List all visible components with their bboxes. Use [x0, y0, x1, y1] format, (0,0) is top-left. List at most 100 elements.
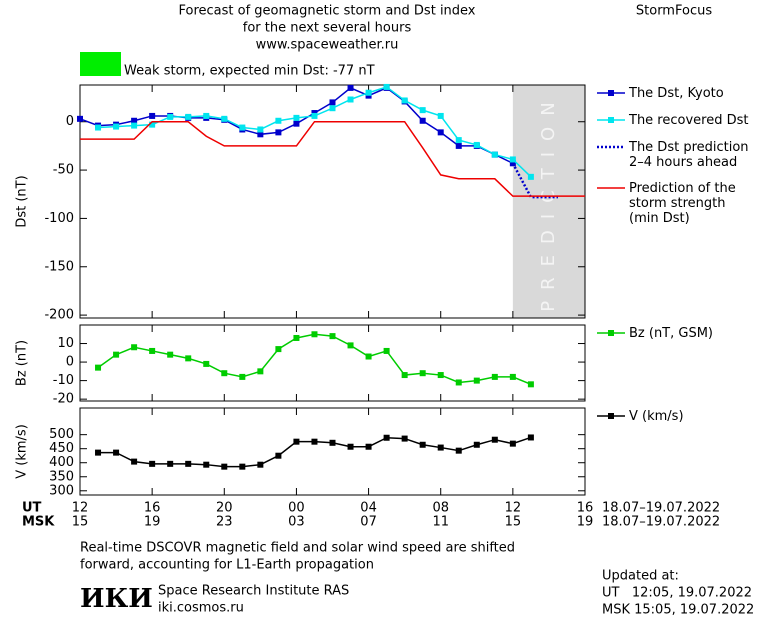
- data-point: [149, 347, 156, 354]
- data-point: [437, 129, 444, 136]
- data-point: [167, 113, 174, 120]
- y-tick-label: -100: [44, 211, 74, 226]
- prediction-region: [512, 85, 585, 318]
- status-box: [80, 52, 121, 76]
- data-point: [455, 379, 462, 386]
- legend-label: V (km/s): [629, 409, 684, 424]
- data-point: [527, 434, 534, 441]
- legend-marker: [608, 330, 614, 336]
- data-point: [419, 117, 426, 124]
- data-point: [437, 444, 444, 451]
- data-point: [257, 131, 264, 138]
- date-range: 18.07–19.07.2022: [602, 515, 720, 530]
- data-point: [401, 97, 408, 104]
- x2-tick-label: 07: [360, 515, 377, 530]
- data-point: [509, 373, 516, 380]
- data-point: [275, 117, 282, 124]
- data-point: [509, 440, 516, 447]
- x2-tick-label: 19: [144, 515, 161, 530]
- data-point: [221, 115, 228, 122]
- legend-marker: [608, 413, 614, 419]
- data-point: [77, 115, 83, 122]
- x2-tick-label: 11: [432, 515, 449, 530]
- updated-msk: MSK 15:05, 19.07.2022: [602, 603, 754, 618]
- data-point: [167, 351, 174, 358]
- data-point: [437, 112, 444, 119]
- data-point: [203, 461, 210, 468]
- y-tick-label: -10: [53, 373, 74, 388]
- y-tick-label: 0: [66, 355, 74, 370]
- data-point: [329, 439, 336, 446]
- series-line: [97, 333, 532, 386]
- data-point: [455, 137, 462, 144]
- prediction-label: PREDICTION: [538, 91, 559, 311]
- legend-marker: [608, 117, 614, 123]
- data-point: [185, 460, 192, 467]
- data-point: [419, 370, 426, 377]
- data-point: [347, 84, 354, 91]
- x-tick-label: 04: [360, 501, 377, 516]
- data-point: [347, 342, 354, 349]
- data-point: [437, 372, 444, 379]
- series-line: [97, 86, 532, 178]
- y-tick-label: 10: [57, 336, 74, 351]
- legend-label: The Dst, Kyoto: [628, 86, 724, 101]
- data-point: [419, 107, 426, 114]
- note: Real-time DSCOVR magnetic field and sola…: [80, 541, 515, 556]
- status-text: Weak storm, expected min Dst: -77 nT: [124, 64, 375, 79]
- x-tick-label: 16: [577, 501, 594, 516]
- data-point: [203, 360, 210, 367]
- logo: ИКИ: [80, 584, 153, 614]
- data-point: [95, 364, 102, 371]
- data-point: [473, 377, 480, 384]
- data-point: [329, 99, 336, 106]
- data-point: [275, 452, 282, 459]
- data-point: [491, 151, 498, 158]
- data-point: [527, 173, 534, 180]
- x-axis-label: UT: [22, 501, 42, 516]
- data-point: [113, 123, 120, 130]
- data-point: [311, 438, 318, 445]
- y-tick-label: 350: [49, 469, 74, 484]
- updated-ut: UT 12:05, 19.07.2022: [602, 586, 752, 601]
- plot-frame: [79, 407, 586, 496]
- date-range: 18.07–19.07.2022: [602, 501, 720, 516]
- data-point: [149, 121, 156, 128]
- legend-marker: [608, 90, 614, 96]
- data-point: [185, 113, 192, 120]
- legend-label: The recovered Dst: [628, 113, 748, 128]
- data-point: [491, 436, 498, 443]
- data-point: [383, 83, 390, 90]
- data-point: [221, 370, 228, 377]
- x-tick-label: 16: [144, 501, 161, 516]
- title: for the next several hours: [243, 21, 412, 36]
- data-point: [383, 434, 390, 441]
- y-tick-label: -150: [44, 259, 74, 274]
- data-point: [185, 355, 192, 362]
- data-point: [149, 460, 156, 467]
- x2-tick-label: 03: [288, 515, 305, 530]
- y-tick-label: -20: [53, 392, 74, 407]
- x2-axis-label: MSK: [22, 515, 55, 530]
- data-point: [455, 447, 462, 454]
- x2-tick-label: 15: [505, 515, 522, 530]
- data-point: [257, 126, 264, 133]
- y-axis-label: V (km/s): [15, 424, 30, 479]
- y-tick-label: -200: [44, 308, 74, 323]
- data-point: [293, 114, 300, 121]
- institute: Space Research Institute RAS: [158, 584, 349, 599]
- data-point: [203, 112, 210, 119]
- y-tick-label: 450: [49, 441, 74, 456]
- data-point: [473, 141, 480, 148]
- data-point: [347, 443, 354, 450]
- title: www.spaceweather.ru: [256, 38, 399, 53]
- data-point: [365, 89, 372, 96]
- data-point: [527, 381, 534, 388]
- y-axis-label: Dst (nT): [15, 175, 30, 227]
- x2-tick-label: 23: [216, 515, 233, 530]
- data-point: [311, 112, 318, 119]
- data-point: [365, 353, 372, 360]
- data-point: [257, 461, 264, 468]
- data-point: [509, 156, 516, 163]
